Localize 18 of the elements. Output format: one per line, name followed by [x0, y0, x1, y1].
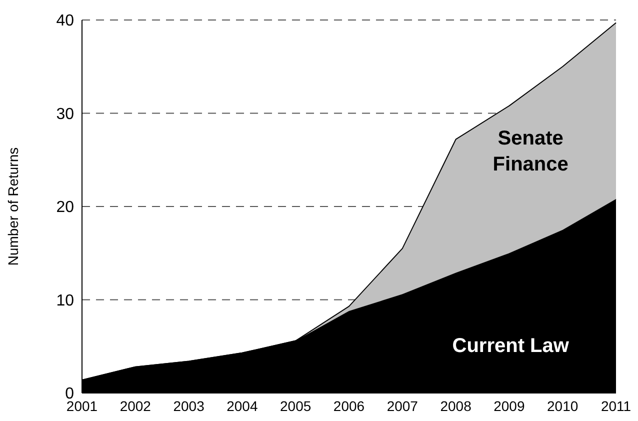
- x-tick-label: 2007: [386, 398, 418, 414]
- y-tick-label: 10: [56, 292, 74, 310]
- x-tick-label: 2002: [120, 398, 152, 414]
- series-label: Senate Finance: [492, 128, 568, 176]
- x-tick-label: 2010: [547, 398, 578, 414]
- x-tick-label: 2001: [66, 398, 98, 414]
- y-tick-label: 30: [56, 106, 74, 123]
- x-tick-label: 2004: [226, 398, 258, 414]
- x-tick-label: 2003: [173, 398, 205, 414]
- x-tick-label: 2009: [494, 398, 525, 414]
- x-tick-label: 2008: [440, 398, 472, 414]
- y-tick-label: 20: [56, 199, 74, 216]
- series-label: Current Law: [452, 335, 570, 358]
- y-tick-label: 40: [56, 12, 74, 30]
- x-tick-label: 2006: [333, 398, 365, 414]
- x-tick-label: 2011: [600, 398, 632, 414]
- x-tick-label: 2005: [280, 398, 312, 414]
- y-axis-title: Number of Returns: [5, 147, 21, 266]
